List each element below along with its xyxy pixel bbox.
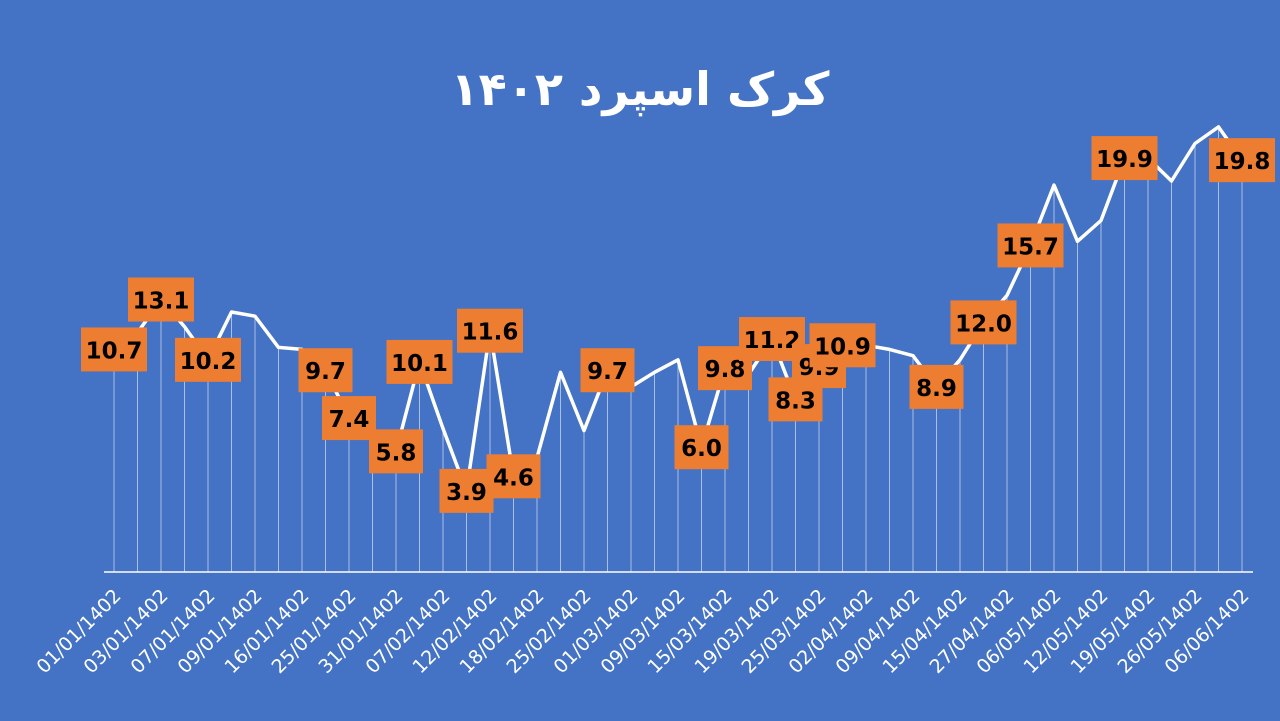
data-label-box	[128, 277, 194, 322]
data-label-box	[81, 327, 147, 372]
data-label-text: 11.2	[744, 328, 801, 354]
data-label-box	[439, 468, 494, 513]
data-label-text: 5.8	[376, 440, 417, 466]
data-label-text: 13.1	[133, 289, 190, 315]
data-label-text: 9.7	[587, 359, 628, 385]
x-tick-labels: 01/01/140203/01/140207/01/140209/01/1402…	[33, 585, 1254, 678]
data-label-text: 19.8	[1214, 149, 1271, 175]
data-label-box	[486, 454, 541, 499]
data-label: 13.1	[128, 277, 194, 322]
data-label: 12.0	[950, 300, 1017, 345]
chart-title: کرک اسپرد ۱۴۰۲	[450, 62, 830, 116]
data-label-text: 10.2	[180, 349, 237, 375]
data-label: 19.9	[1091, 136, 1158, 181]
data-label: 5.8	[369, 429, 423, 474]
data-label: 19.8	[1209, 138, 1275, 183]
data-label-text: 11.6	[462, 320, 519, 346]
data-label-text: 15.7	[1002, 234, 1059, 260]
data-label: 11.6	[457, 308, 523, 353]
data-label: 10.7	[81, 327, 147, 372]
data-label: 10.1	[386, 339, 453, 384]
data-label: 15.7	[997, 223, 1064, 268]
data-label-text: 10.7	[86, 338, 143, 364]
data-label-box	[386, 339, 453, 384]
data-label: 8.9	[909, 364, 964, 409]
data-label-box	[298, 348, 353, 393]
data-label-box	[1209, 138, 1275, 183]
data-labels: 10.7 13.1 10.2 9.7 7.45.8 10.1 3.9 11.6 4.6 9.7 6.…	[81, 136, 1275, 513]
data-label-text: 8.3	[775, 388, 816, 414]
data-label-box	[1091, 136, 1158, 181]
data-label: 3.9	[439, 468, 494, 513]
data-label-box	[950, 300, 1017, 345]
data-label-text: 19.9	[1096, 147, 1153, 173]
data-label-box	[369, 429, 423, 474]
data-label-box	[175, 337, 241, 382]
data-label: 9.7	[580, 348, 635, 393]
data-label-box	[580, 348, 635, 393]
data-label-text: 7.4	[329, 407, 370, 433]
data-label-text: 10.9	[814, 334, 871, 360]
data-label-text: 10.1	[391, 351, 448, 377]
data-label-text: 9.8	[705, 357, 746, 383]
data-label-text: 4.6	[493, 465, 534, 491]
data-label-text: 9.7	[305, 359, 346, 385]
data-label: 4.6	[486, 454, 541, 499]
data-label: 9.7	[298, 348, 353, 393]
data-label-box	[457, 308, 523, 353]
data-label-text: 8.9	[916, 376, 957, 402]
data-label-box	[997, 223, 1064, 268]
data-label: 11.2	[739, 317, 805, 362]
data-label-text: 12.0	[955, 311, 1012, 337]
data-label-text: 3.9	[446, 480, 487, 506]
data-label: 10.9	[809, 323, 876, 368]
data-label: 7.4	[322, 396, 376, 441]
data-label-box	[909, 364, 964, 409]
data-label-text: 6.0	[681, 436, 722, 462]
data-label-box	[674, 425, 729, 470]
data-label-box	[322, 396, 376, 441]
data-label: 6.0	[674, 425, 729, 470]
data-label: 10.2	[175, 337, 241, 382]
data-label-box	[809, 323, 876, 368]
